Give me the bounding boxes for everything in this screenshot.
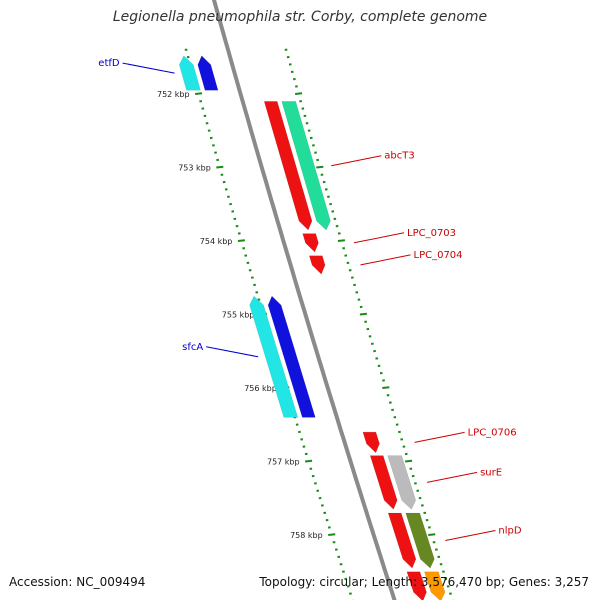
cds-arrow-LPC_0706[interactable] — [362, 431, 380, 454]
leader-line — [331, 155, 382, 167]
genome-stats-text: Topology: circular; Length: 3,576,470 bp… — [259, 575, 589, 589]
cog-bar-etfD[interactable] — [178, 55, 201, 91]
gene-label-abcT3[interactable]: abcT3 — [384, 151, 414, 162]
tick-major — [428, 533, 436, 536]
leader-line — [353, 232, 405, 244]
tick-major — [382, 386, 390, 389]
tick-major — [216, 165, 224, 169]
gene-label-etfD[interactable]: etfD — [98, 58, 120, 69]
tick-major — [316, 165, 324, 169]
tick-label: 755 kbp — [222, 311, 255, 320]
tick-major — [337, 239, 346, 242]
ruler-ticks: 752 kbp 753 kbp 754 kbp 755 kbp 756 kbp 757 k… — [157, 48, 455, 600]
gene-label-nlpD[interactable]: nlpD — [498, 526, 521, 537]
tick-major — [404, 459, 413, 463]
gene-label-LPC_0704[interactable]: LPC_0704 — [414, 250, 463, 261]
cds-arrow-LPC_0704[interactable] — [308, 255, 326, 275]
backbone-layer — [211, 0, 397, 600]
leader-line — [206, 346, 259, 358]
genome-backbone — [211, 0, 397, 600]
tick-major — [237, 239, 246, 242]
cds-arrow-surE[interactable] — [369, 455, 398, 510]
cds-arrow-unnamed[interactable] — [406, 571, 427, 600]
tick-label: 754 kbp — [200, 237, 233, 246]
gene-label-sfcA[interactable]: sfcA — [182, 342, 203, 353]
tick-label: 753 kbp — [178, 164, 211, 173]
gene-label-LPC_0706[interactable]: LPC_0706 — [468, 427, 517, 438]
page-title: Legionella pneumophila str. Corby, compl… — [112, 9, 488, 25]
cog-bar-surE[interactable] — [387, 455, 417, 510]
feature-layer — [178, 55, 446, 600]
leader-line — [360, 254, 411, 266]
tick-label: 758 kbp — [290, 531, 323, 540]
cds-arrow-etfD[interactable] — [197, 55, 219, 91]
leader-line — [414, 431, 465, 443]
tick-label: 752 kbp — [157, 90, 190, 99]
tick-major — [194, 92, 203, 95]
gene-label-LPC_0703[interactable]: LPC_0703 — [407, 228, 456, 239]
cds-arrow-nlpD[interactable] — [387, 512, 417, 569]
cds-arrow-abcT3[interactable] — [263, 101, 313, 231]
cds-arrow-LPC_0703[interactable] — [302, 233, 319, 253]
leader-line — [122, 62, 175, 74]
gene-label-surE[interactable]: surE — [480, 467, 502, 478]
feature-labels: etfD abcT3 LPC_0703 LPC_0704 sfcA LPC_0706sur… — [98, 58, 522, 541]
leader-line — [427, 471, 478, 483]
tick-major — [359, 312, 368, 316]
tick-label: 757 kbp — [267, 458, 300, 467]
tick-label: 756 kbp — [244, 384, 277, 393]
tick-major — [294, 92, 303, 95]
cog-bar-unnamed[interactable] — [423, 571, 446, 600]
tick-major — [328, 533, 336, 536]
cog-bar-abcT3[interactable] — [281, 101, 331, 231]
cog-bar-nlpD[interactable] — [405, 512, 435, 569]
leader-line — [445, 530, 496, 541]
tick-major — [304, 459, 313, 463]
accession-text: Accession: NC_009494 — [9, 575, 146, 589]
cds-arrow-sfcA[interactable] — [267, 295, 316, 418]
cog-bar-sfcA[interactable] — [249, 295, 299, 418]
